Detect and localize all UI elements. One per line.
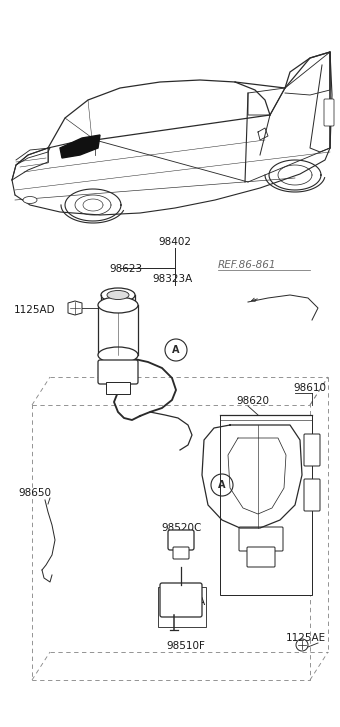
FancyBboxPatch shape: [168, 530, 194, 550]
Ellipse shape: [98, 297, 138, 313]
Text: 98510F: 98510F: [167, 641, 205, 651]
FancyBboxPatch shape: [220, 415, 312, 595]
FancyBboxPatch shape: [304, 479, 320, 511]
FancyBboxPatch shape: [98, 360, 138, 384]
FancyBboxPatch shape: [304, 434, 320, 466]
Text: 98402: 98402: [158, 237, 191, 247]
Text: 98515A: 98515A: [166, 597, 206, 607]
Polygon shape: [60, 135, 100, 158]
FancyBboxPatch shape: [239, 527, 283, 551]
Ellipse shape: [107, 291, 129, 300]
Ellipse shape: [98, 347, 138, 363]
FancyBboxPatch shape: [173, 547, 189, 559]
Text: 98323A: 98323A: [152, 274, 192, 284]
Text: A: A: [218, 480, 226, 490]
Text: 98623: 98623: [109, 264, 142, 274]
Ellipse shape: [23, 196, 37, 204]
Text: A: A: [172, 345, 180, 355]
Ellipse shape: [101, 288, 135, 302]
Text: 1125AE: 1125AE: [286, 633, 326, 643]
FancyBboxPatch shape: [324, 99, 334, 126]
Polygon shape: [68, 301, 82, 315]
FancyBboxPatch shape: [247, 547, 275, 567]
Text: 98610: 98610: [293, 383, 326, 393]
Text: REF.86-861: REF.86-861: [218, 260, 276, 270]
Bar: [158, 587, 206, 627]
Text: 98520C: 98520C: [161, 523, 201, 533]
Text: 98650: 98650: [18, 488, 51, 498]
Bar: [106, 382, 130, 394]
Ellipse shape: [101, 298, 135, 312]
FancyBboxPatch shape: [160, 583, 202, 617]
Text: 1125AD: 1125AD: [14, 305, 56, 315]
Text: 98620: 98620: [236, 396, 269, 406]
